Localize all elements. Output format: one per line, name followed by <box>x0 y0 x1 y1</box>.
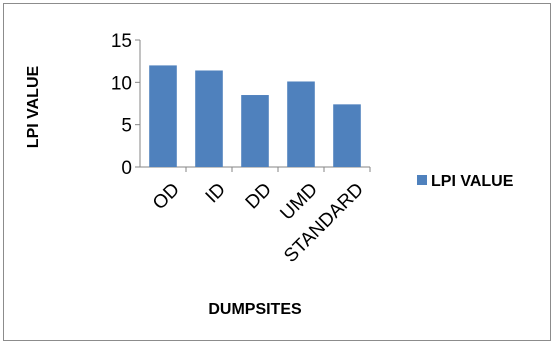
x-tick-label-id: ID <box>202 179 230 207</box>
legend-label: LPI VALUE <box>431 173 514 190</box>
legend-swatch <box>417 175 427 185</box>
y-tick-label: 15 <box>111 31 132 52</box>
bar-id <box>195 70 223 167</box>
bar-dd <box>241 95 269 167</box>
x-tick-label-dd: DD <box>242 179 276 213</box>
x-tick-label-od: OD <box>149 179 184 214</box>
y-axis-title: LPI VALUE <box>25 65 42 148</box>
y-tick-label: 5 <box>121 116 132 137</box>
bar-umd <box>287 81 315 167</box>
bar-od <box>149 65 177 167</box>
chart-frame <box>3 3 551 341</box>
bar-standard <box>333 104 361 167</box>
y-tick-label: 10 <box>111 73 132 94</box>
y-tick-label: 0 <box>121 158 132 179</box>
y-axis-ticks: 0 5 10 15 <box>111 31 140 179</box>
x-axis-title: DUMPSITES <box>208 301 302 318</box>
bar-series <box>149 65 361 167</box>
legend: LPI VALUE <box>417 173 514 190</box>
